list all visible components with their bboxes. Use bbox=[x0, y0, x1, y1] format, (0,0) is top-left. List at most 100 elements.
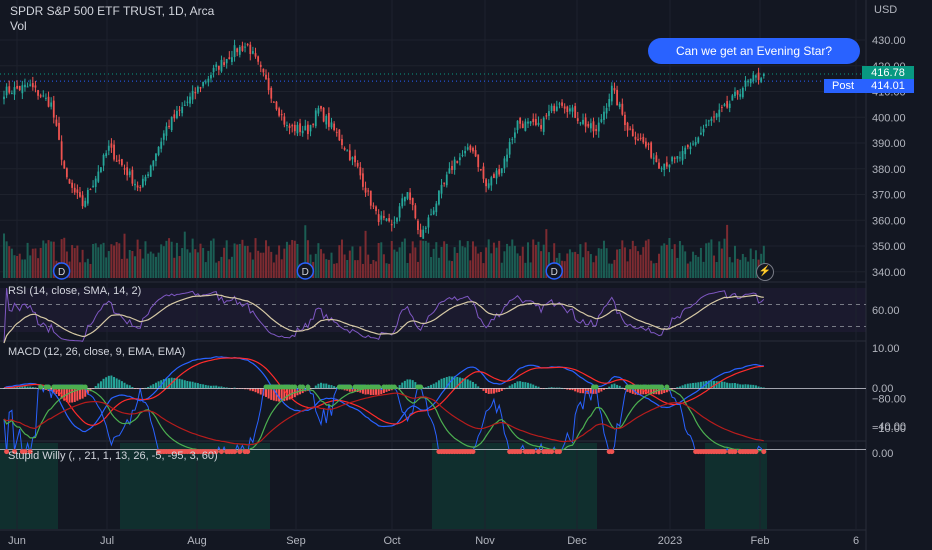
volume-bar bbox=[272, 262, 275, 278]
volume-bar bbox=[233, 243, 236, 278]
volume-bar bbox=[5, 241, 8, 278]
volume-bar bbox=[427, 242, 430, 278]
willy-fast-line bbox=[3, 386, 764, 453]
volume-bar bbox=[623, 247, 626, 278]
candle-body bbox=[84, 200, 87, 207]
volume-bar bbox=[731, 262, 734, 278]
post-price-badge: 414.01 bbox=[862, 79, 914, 93]
candle-body bbox=[511, 139, 514, 141]
candle-body bbox=[155, 153, 157, 161]
candle-body bbox=[217, 65, 220, 70]
candle-body bbox=[194, 92, 197, 94]
candle-body bbox=[396, 217, 398, 222]
volume-bar bbox=[189, 252, 192, 278]
macd-histogram-bar bbox=[115, 378, 118, 388]
candle-body bbox=[76, 189, 79, 193]
x-tick-label: Dec bbox=[567, 535, 587, 547]
volume-bar bbox=[149, 251, 152, 278]
candle-body bbox=[377, 214, 380, 223]
volume-bar bbox=[477, 253, 480, 278]
macd-histogram-bar bbox=[147, 386, 150, 388]
candle-body bbox=[181, 106, 184, 114]
volume-bar bbox=[102, 242, 105, 278]
candle-body bbox=[346, 150, 349, 152]
willy-bottom-dot bbox=[391, 384, 397, 390]
candle-body bbox=[419, 229, 422, 238]
candle-body bbox=[343, 147, 346, 150]
candle-body bbox=[123, 168, 126, 170]
volume-bar bbox=[644, 240, 647, 278]
candle-body bbox=[63, 161, 66, 169]
macd-histogram-bar bbox=[107, 375, 110, 388]
macd-histogram-bar bbox=[466, 379, 469, 388]
volume-bar bbox=[181, 248, 184, 278]
candle-body bbox=[236, 48, 239, 53]
volume-bar bbox=[432, 248, 435, 278]
macd-histogram-bar bbox=[568, 388, 571, 390]
candle-body bbox=[679, 157, 681, 159]
volume-bar bbox=[642, 247, 645, 278]
candle-body bbox=[333, 123, 336, 131]
volume-bar bbox=[671, 249, 674, 278]
macd-histogram-bar bbox=[97, 383, 100, 388]
volume-bar bbox=[144, 241, 147, 278]
candle-body bbox=[506, 154, 508, 162]
macd-histogram-bar bbox=[401, 382, 404, 388]
macd-histogram-bar bbox=[762, 387, 765, 389]
macd-histogram-bar bbox=[361, 388, 364, 394]
volume-bar bbox=[223, 247, 226, 278]
candle-body bbox=[212, 67, 215, 73]
macd-histogram-bar bbox=[597, 388, 600, 393]
candle-body bbox=[267, 78, 270, 91]
volume-bar bbox=[388, 263, 391, 278]
volume-bar bbox=[225, 240, 228, 278]
macd-histogram-bar bbox=[220, 386, 223, 388]
willy-bottom-dot bbox=[82, 384, 88, 390]
volume-bar bbox=[582, 257, 585, 278]
volume-bar bbox=[304, 225, 307, 278]
macd-histogram-bar bbox=[257, 388, 260, 394]
macd-histogram-bar bbox=[642, 388, 645, 395]
candle-body bbox=[608, 99, 611, 107]
macd-histogram-bar bbox=[524, 382, 527, 388]
volume-bar bbox=[128, 250, 131, 278]
currency-unit[interactable]: USD bbox=[874, 4, 898, 16]
rsi-ma-line bbox=[3, 293, 764, 344]
macd-histogram-bar bbox=[168, 378, 171, 388]
macd-histogram-bar bbox=[99, 381, 102, 388]
volume-bar bbox=[728, 257, 731, 278]
macd-histogram-bar bbox=[86, 388, 89, 394]
candle-body bbox=[71, 182, 74, 188]
candle-body bbox=[189, 96, 191, 104]
volume-bar bbox=[634, 245, 637, 278]
candle-body bbox=[254, 53, 257, 57]
macd-histogram-bar bbox=[102, 378, 105, 388]
volume-bar bbox=[107, 251, 110, 278]
volume-bar bbox=[681, 245, 684, 278]
macd-histogram-bar bbox=[424, 387, 427, 389]
volume-bar bbox=[257, 250, 260, 278]
macd-histogram-bar bbox=[600, 388, 603, 392]
willy-top-dot bbox=[732, 449, 738, 455]
macd-histogram-bar bbox=[490, 388, 493, 394]
volume-bar bbox=[259, 252, 262, 278]
macd-histogram-bar bbox=[658, 388, 660, 395]
macd-histogram-bar bbox=[128, 385, 131, 388]
candle-body bbox=[411, 197, 414, 205]
idea-bubble[interactable]: Can we get an Evening Star? bbox=[648, 38, 860, 64]
candle-body bbox=[113, 144, 115, 160]
candle-body bbox=[723, 104, 726, 106]
volume-bar bbox=[542, 244, 545, 278]
macd-histogram-bar bbox=[270, 388, 273, 400]
candle-body bbox=[3, 96, 5, 100]
volume-bar bbox=[626, 261, 629, 278]
macd-histogram-bar bbox=[55, 388, 58, 394]
lightning-icon[interactable]: ⚡ bbox=[756, 263, 774, 281]
price-tick-label: 340.00 bbox=[872, 267, 906, 279]
candle-body bbox=[550, 105, 553, 112]
macd-histogram-bar bbox=[178, 378, 181, 388]
candle-body bbox=[5, 86, 8, 96]
willy-title: Stupid Willy (, , 21, 1, 13, 26, -5, -95… bbox=[8, 450, 218, 462]
volume-bar bbox=[134, 256, 136, 278]
volume-bar bbox=[10, 248, 13, 278]
